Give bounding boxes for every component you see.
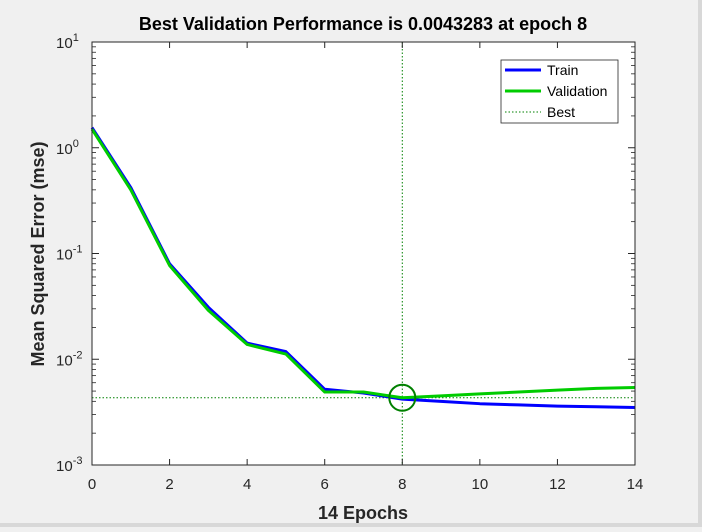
y-tick-label: 101 bbox=[56, 32, 79, 52]
legend-validation-label: Validation bbox=[547, 83, 607, 99]
x-axis-title: 14 Epochs bbox=[318, 503, 408, 523]
window-edge-bottom bbox=[0, 523, 702, 527]
x-tick-label: 4 bbox=[243, 476, 251, 493]
x-tick-label: 12 bbox=[549, 476, 566, 493]
legend-best-label: Best bbox=[547, 104, 575, 120]
chart-title: Best Validation Performance is 0.0043283… bbox=[139, 14, 587, 34]
y-tick-label: 10-3 bbox=[56, 455, 82, 475]
y-tick-label: 100 bbox=[56, 138, 79, 158]
y-tick-label: 10-1 bbox=[56, 244, 82, 264]
series-validation-line bbox=[90, 128, 636, 400]
x-tick-label: 6 bbox=[321, 476, 329, 493]
legend-train-label: Train bbox=[547, 62, 578, 78]
y-axis-title: Mean Squared Error (mse) bbox=[28, 141, 48, 366]
x-tick-label: 14 bbox=[627, 476, 644, 493]
x-tick-label: 0 bbox=[88, 476, 96, 493]
best-point-marker bbox=[388, 383, 417, 412]
x-tick-label: 8 bbox=[398, 476, 406, 493]
y-tick-label: 10-2 bbox=[56, 349, 82, 369]
x-tick-label: 2 bbox=[165, 476, 173, 493]
x-tick-label: 10 bbox=[472, 476, 489, 493]
window-edge-right bbox=[698, 0, 702, 527]
legend: Train Validation Best bbox=[500, 59, 619, 124]
